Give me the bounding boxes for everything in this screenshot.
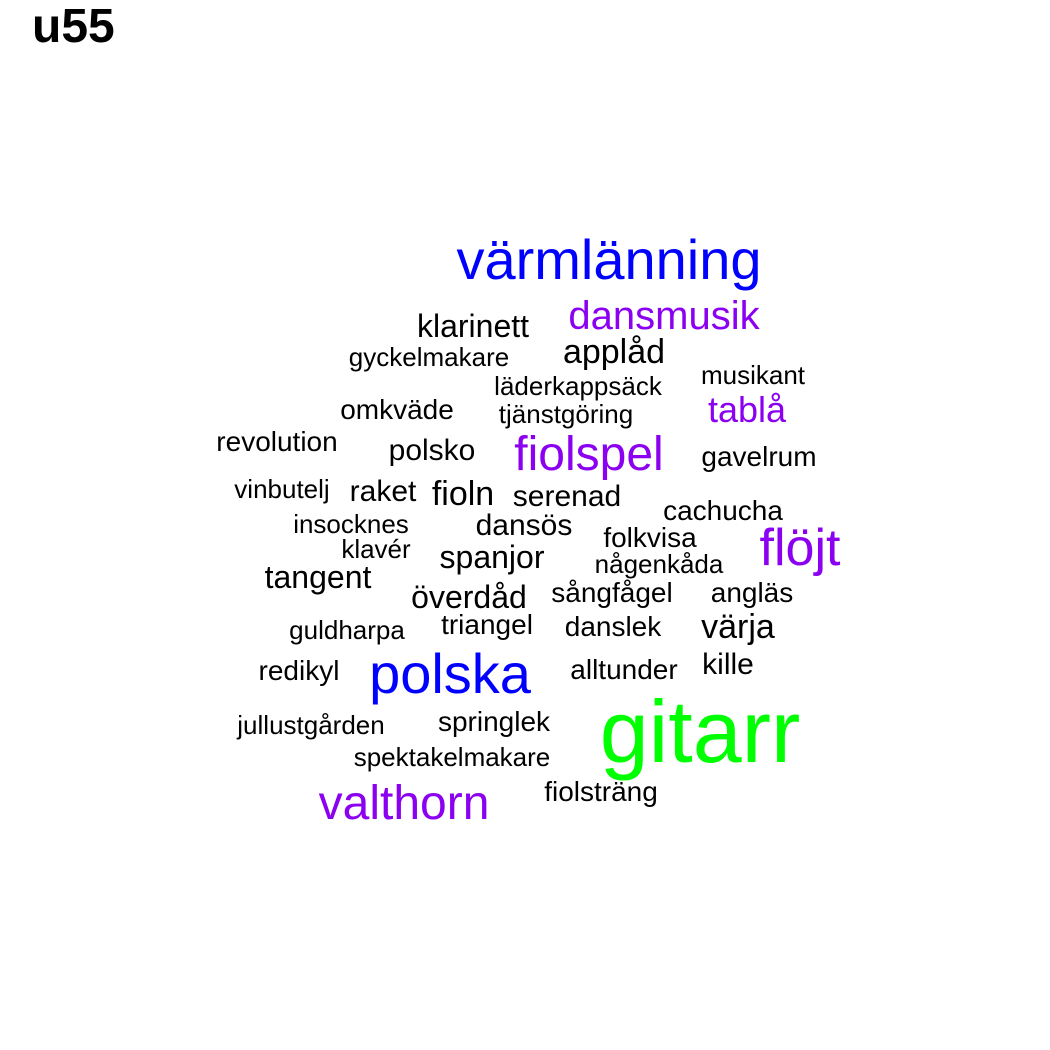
- word-spanjor: spanjor: [439, 539, 545, 575]
- word-guldharpa: guldharpa: [289, 615, 405, 645]
- word-spektakelmakare: spektakelmakare: [353, 742, 551, 772]
- word-kille: kille: [702, 648, 754, 681]
- word-klarinett: klarinett: [416, 308, 530, 344]
- word-dansmusik: dansmusik: [568, 294, 760, 338]
- word-redikyl: redikyl: [258, 655, 340, 686]
- word-tabla: tablå: [707, 389, 787, 430]
- word-laderkappsack: läderkappsäck: [494, 371, 662, 401]
- word-alltunder: alltunder: [570, 654, 678, 685]
- word-cachucha: cachucha: [663, 495, 783, 526]
- word-flojt: flöjt: [759, 519, 841, 577]
- word-applad: applåd: [562, 333, 666, 371]
- word-gavelrum: gavelrum: [701, 441, 817, 472]
- word-gyckelmakare: gyckelmakare: [348, 342, 510, 372]
- word-klaver: klavér: [341, 534, 411, 564]
- word-vinbutelj: vinbutelj: [234, 474, 330, 504]
- word-nagenkada: någenkåda: [594, 549, 724, 579]
- word-anglas: angläs: [710, 577, 794, 608]
- word-springlek: springlek: [437, 706, 551, 737]
- word-serenad: serenad: [512, 480, 622, 513]
- word-revolution: revolution: [216, 426, 338, 457]
- word-insocknes: insocknes: [293, 509, 409, 539]
- word-tjanstgoring: tjänstgöring: [498, 399, 634, 429]
- word-fioln: fioln: [431, 475, 495, 513]
- word-tangent: tangent: [264, 559, 372, 595]
- word-triangel: triangel: [441, 609, 533, 640]
- word-polska: polska: [369, 642, 531, 705]
- word-polsko: polsko: [388, 434, 476, 467]
- word-danslek: danslek: [564, 611, 662, 642]
- word-raket: raket: [349, 475, 417, 508]
- word-fiolspel: fiolspel: [514, 428, 664, 481]
- word-omkvade: omkväde: [340, 394, 454, 425]
- word-gitarr: gitarr: [599, 682, 801, 781]
- word-jullustgarden: jullustgården: [237, 710, 385, 740]
- word-musikant: musikant: [700, 360, 806, 390]
- word-valthorn: valthorn: [318, 777, 490, 830]
- word-fiolstrang: fiolsträng: [544, 776, 658, 807]
- word-dansos: dansös: [475, 509, 573, 542]
- word-varmlanning: värmlänning: [456, 228, 762, 291]
- word-varja: värja: [701, 608, 775, 646]
- cloud-title: u55: [32, 0, 115, 53]
- word-folkvisa: folkvisa: [603, 522, 697, 553]
- word-overdad: överdåd: [411, 579, 527, 615]
- word-sangfagel: sångfågel: [551, 577, 673, 608]
